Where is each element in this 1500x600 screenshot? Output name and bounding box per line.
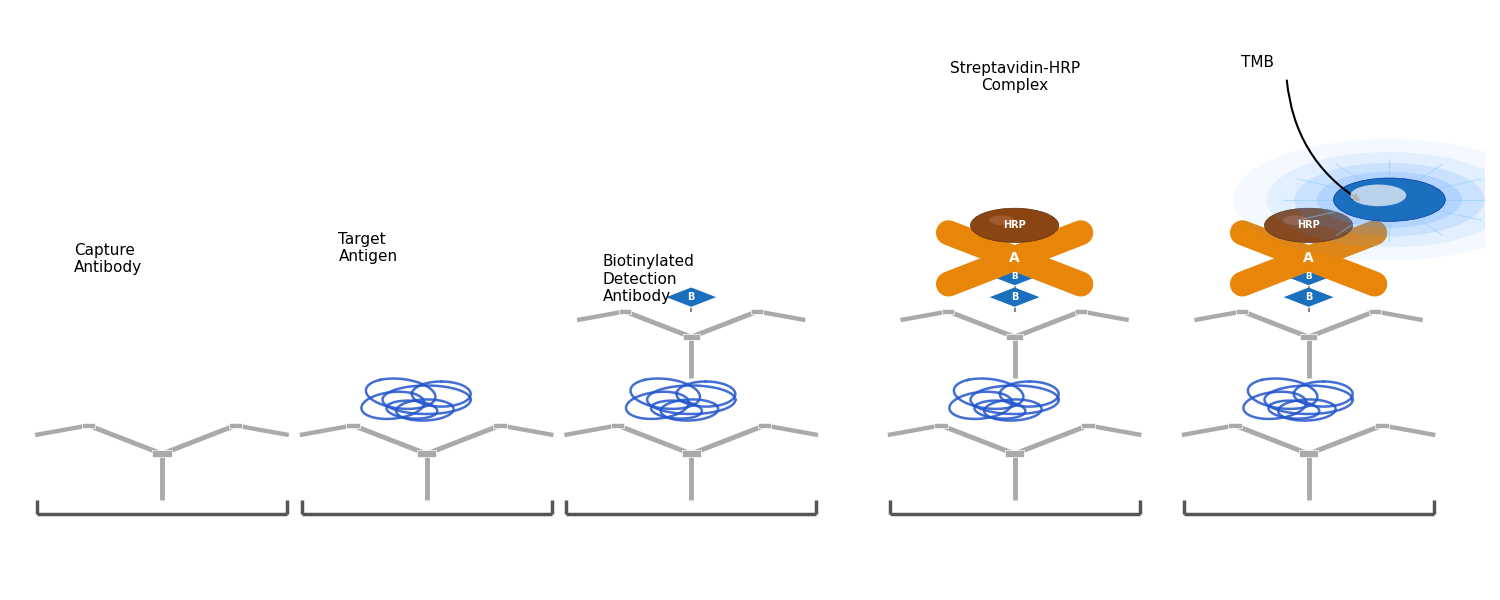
Text: Capture
Antibody: Capture Antibody xyxy=(74,243,142,275)
Bar xyxy=(1007,334,1023,340)
Circle shape xyxy=(1317,172,1462,228)
Bar xyxy=(1076,309,1086,314)
Text: B: B xyxy=(1011,292,1019,302)
Bar xyxy=(1005,451,1025,457)
Polygon shape xyxy=(1286,268,1332,286)
Bar xyxy=(1299,451,1318,457)
Bar xyxy=(1236,309,1248,314)
Bar xyxy=(1376,423,1389,428)
Bar xyxy=(230,423,242,428)
Circle shape xyxy=(1282,215,1308,225)
Bar xyxy=(1300,334,1317,340)
Text: Biotinylated
Detection
Antibody: Biotinylated Detection Antibody xyxy=(603,254,694,304)
Bar xyxy=(417,451,436,457)
Bar xyxy=(934,423,948,428)
Circle shape xyxy=(1266,152,1500,247)
Bar xyxy=(620,309,632,314)
Polygon shape xyxy=(664,287,717,307)
Text: B: B xyxy=(687,292,694,302)
Circle shape xyxy=(1264,208,1353,242)
Text: A: A xyxy=(1304,251,1314,265)
Bar xyxy=(758,423,771,428)
Text: HRP: HRP xyxy=(1298,220,1320,230)
Text: B: B xyxy=(1305,292,1312,302)
Polygon shape xyxy=(988,287,1041,307)
Text: A: A xyxy=(1010,251,1020,265)
Bar xyxy=(682,334,700,340)
Bar xyxy=(942,309,954,314)
Bar xyxy=(494,423,507,428)
Circle shape xyxy=(1294,163,1485,236)
Circle shape xyxy=(1334,178,1446,221)
Circle shape xyxy=(1350,185,1406,206)
Text: Streptavidin-HRP
Complex: Streptavidin-HRP Complex xyxy=(950,61,1080,93)
Text: HRP: HRP xyxy=(1004,220,1026,230)
Text: B: B xyxy=(1011,272,1019,281)
Bar xyxy=(1082,423,1095,428)
Bar xyxy=(752,309,764,314)
Text: TMB: TMB xyxy=(1240,55,1274,70)
Polygon shape xyxy=(1282,287,1335,307)
Bar xyxy=(82,423,94,428)
Bar xyxy=(1228,423,1242,428)
Polygon shape xyxy=(992,268,1038,286)
Circle shape xyxy=(988,215,1014,225)
Text: Target
Antigen: Target Antigen xyxy=(339,232,398,264)
Bar xyxy=(153,451,171,457)
Bar xyxy=(681,451,700,457)
Bar xyxy=(1370,309,1380,314)
Bar xyxy=(610,423,624,428)
Text: B: B xyxy=(1305,272,1312,281)
Circle shape xyxy=(1233,139,1500,260)
Bar xyxy=(346,423,360,428)
Circle shape xyxy=(970,208,1059,242)
